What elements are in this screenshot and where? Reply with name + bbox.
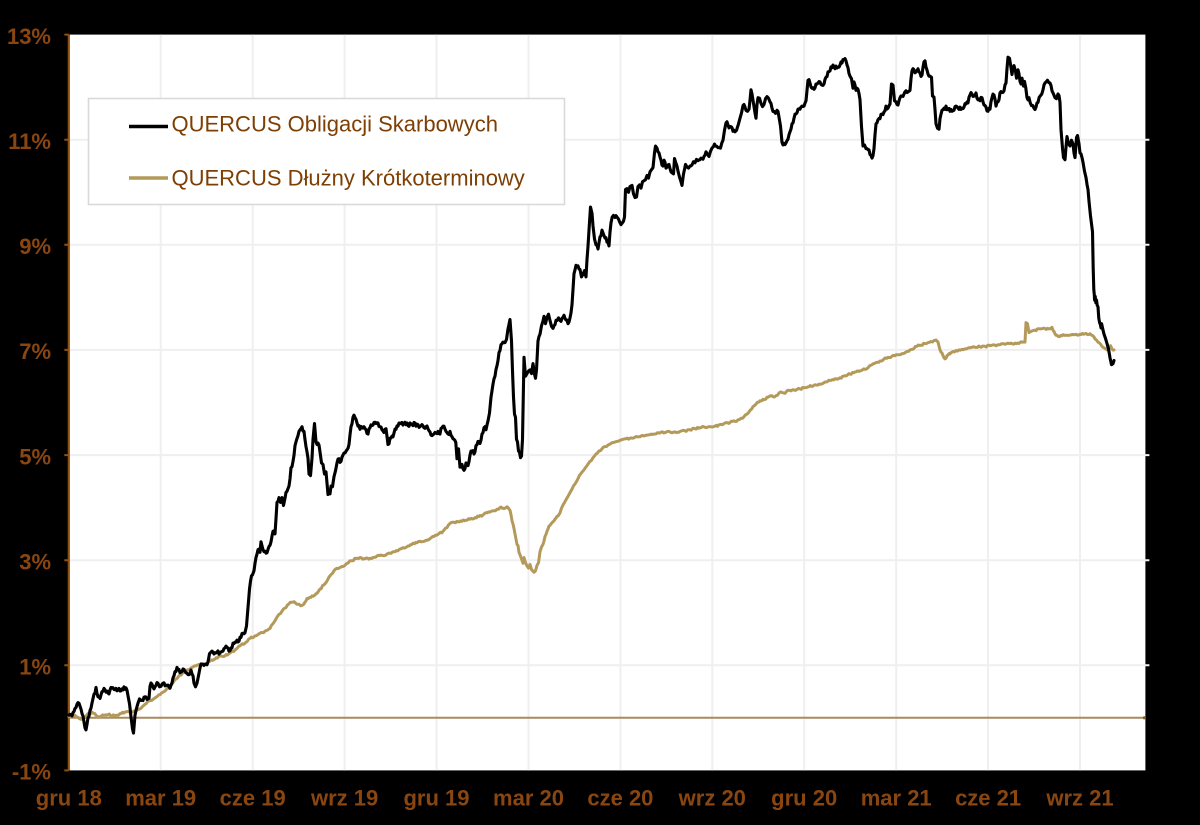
svg-text:mar 21: mar 21 bbox=[861, 786, 932, 811]
svg-text:QUERCUS Dłużny Krótkoterminowy: QUERCUS Dłużny Krótkoterminowy bbox=[172, 166, 525, 191]
svg-text:9%: 9% bbox=[19, 234, 51, 259]
svg-text:-1%: -1% bbox=[12, 760, 51, 785]
svg-text:gru 18: gru 18 bbox=[36, 786, 102, 811]
svg-text:7%: 7% bbox=[19, 339, 51, 364]
svg-text:gru 20: gru 20 bbox=[771, 786, 837, 811]
svg-text:11%: 11% bbox=[8, 129, 51, 154]
svg-text:mar 19: mar 19 bbox=[125, 786, 196, 811]
svg-text:wrz 21: wrz 21 bbox=[1045, 786, 1113, 811]
svg-text:13%: 13% bbox=[7, 24, 51, 49]
svg-text:QUERCUS Obligacji Skarbowych: QUERCUS Obligacji Skarbowych bbox=[172, 112, 498, 137]
svg-text:1%: 1% bbox=[19, 655, 51, 680]
svg-text:wrz 19: wrz 19 bbox=[310, 786, 378, 811]
svg-text:cze 19: cze 19 bbox=[220, 786, 286, 811]
svg-text:wrz 20: wrz 20 bbox=[678, 786, 746, 811]
svg-text:cze 21: cze 21 bbox=[955, 786, 1021, 811]
svg-text:cze 20: cze 20 bbox=[587, 786, 653, 811]
svg-text:3%: 3% bbox=[19, 550, 51, 575]
svg-text:5%: 5% bbox=[19, 444, 51, 469]
svg-text:gru 19: gru 19 bbox=[403, 786, 469, 811]
svg-text:mar 20: mar 20 bbox=[493, 786, 564, 811]
